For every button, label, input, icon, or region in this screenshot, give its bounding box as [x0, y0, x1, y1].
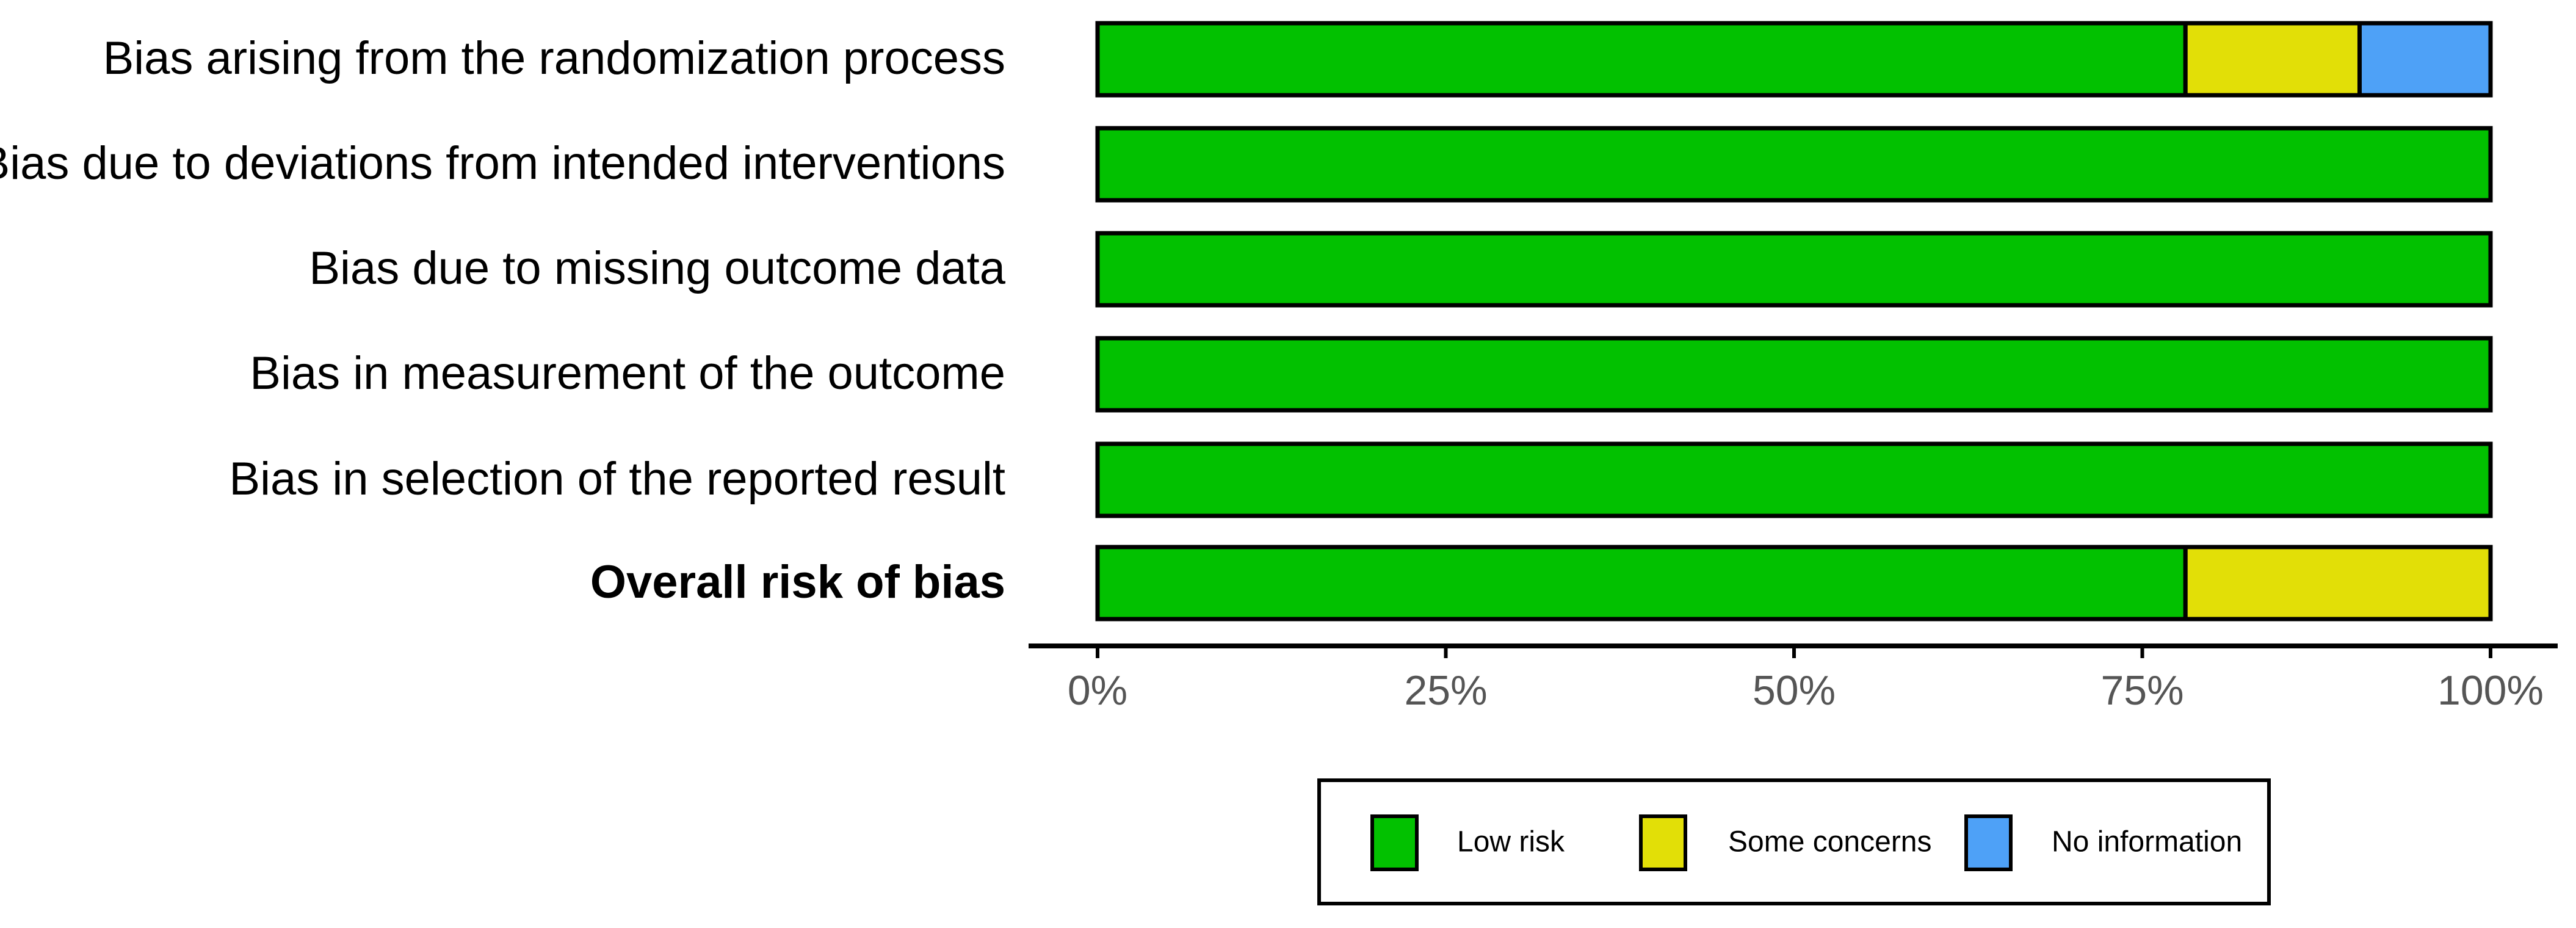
- x-tick-label: 25%: [1404, 667, 1487, 714]
- x-tick-label: 75%: [2100, 667, 2183, 714]
- bar-segment: [1095, 21, 2188, 98]
- bar-segment: [1095, 545, 2188, 622]
- category-label: Bias in measurement of the outcome: [250, 347, 1005, 399]
- category-label: Bias arising from the randomization proc…: [103, 32, 1005, 84]
- x-tick-label: 0%: [1068, 667, 1127, 714]
- bar-segment: [2183, 21, 2362, 98]
- category-label: Overall risk of bias: [590, 556, 1005, 608]
- x-tick-label: 50%: [1753, 667, 1836, 714]
- bar-segment: [1095, 126, 2493, 203]
- x-tick-label: 100%: [2437, 667, 2544, 714]
- category-label: Bias in selection of the reported result: [229, 453, 1005, 505]
- legend-box: [1317, 778, 2271, 905]
- category-label: Bias due to missing outcome data: [309, 242, 1005, 294]
- category-label: Bias due to deviations from intended int…: [0, 137, 1005, 189]
- bar-segment: [1095, 441, 2493, 518]
- legend-key: [1639, 814, 1687, 871]
- legend-key: [1964, 814, 2013, 871]
- legend-label: No information: [2052, 826, 2242, 858]
- legend-label: Low risk: [1457, 826, 1565, 858]
- bar-segment: [2183, 545, 2493, 622]
- bar-segment: [1095, 231, 2493, 308]
- legend-key: [1370, 814, 1419, 871]
- bar-segment: [2357, 21, 2493, 98]
- bar-segment: [1095, 336, 2493, 413]
- legend-label: Some concerns: [1728, 826, 1932, 858]
